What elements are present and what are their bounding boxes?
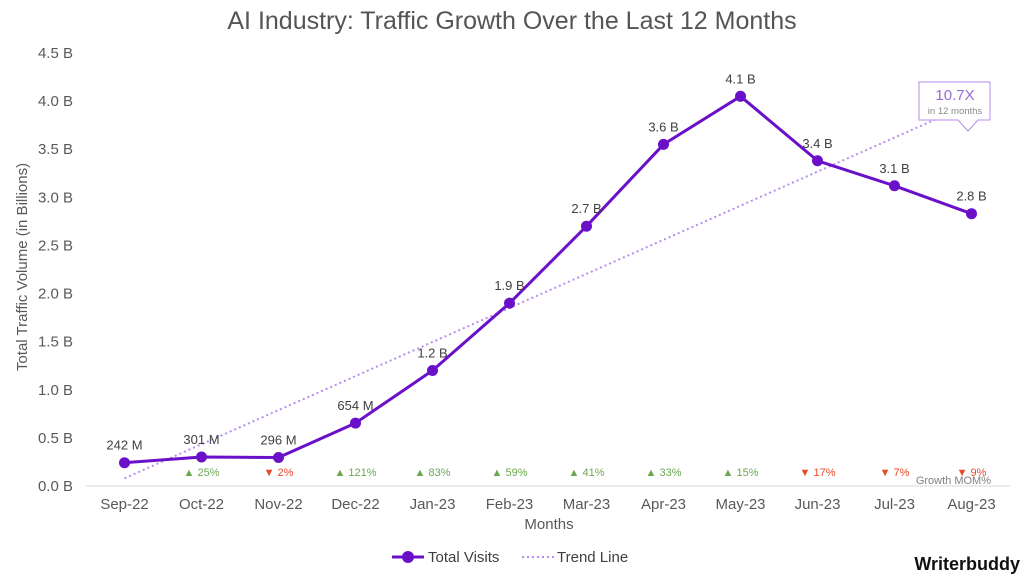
legend-total-visits-label: Total Visits	[428, 549, 499, 566]
y-tick-label: 2.5 B	[38, 237, 73, 254]
callout-text: in 12 months	[928, 106, 983, 117]
data-label: 654 M	[337, 398, 373, 413]
x-tick-label: Sep-22	[100, 496, 148, 513]
trend-line	[124, 107, 960, 480]
y-tick-label: 1.5 B	[38, 334, 73, 351]
growth-mom-layer: ▲ 25% ▼ 2% ▲ 121% ▲ 83% ▲ 59% ▲ 41% ▲ 33% ▲ 15%…	[184, 467, 987, 479]
total-visits-point	[812, 155, 823, 167]
data-label: 4.1 B	[725, 71, 755, 86]
data-labels-layer: 242 M 301 M 296 M 654 M 1.2 B 1.9 B 2.7 B 3.6 B…	[106, 71, 986, 452]
x-tick-label: Oct-22	[179, 496, 224, 513]
total-visits-point	[581, 220, 592, 232]
total-visits-point	[350, 417, 361, 429]
growth-up-label: ▲ 15%	[723, 467, 759, 479]
x-tick-label: Dec-22	[331, 496, 379, 513]
data-label: 3.6 B	[648, 119, 678, 134]
growth-up-label: ▲ 83%	[415, 467, 451, 479]
series-layer	[119, 90, 977, 469]
total-visits-point	[966, 208, 977, 220]
growth-down-label: ▼ 9%	[957, 467, 987, 479]
y-tick-label: 4.5 B	[38, 45, 73, 62]
brand-logo: Writerbuddy	[914, 554, 1020, 574]
growth-up-label: ▲ 59%	[492, 467, 528, 479]
x-axis: Sep-22 Oct-22 Nov-22 Dec-22 Jan-23 Feb-23 Mar-…	[86, 485, 1010, 513]
growth-mom-title: Growth MOM%	[916, 475, 991, 487]
trend-line-layer	[124, 107, 960, 480]
y-tick-label: 3.0 B	[38, 189, 73, 206]
y-tick-label: 2.0 B	[38, 286, 73, 303]
legend-total-visits-marker	[402, 551, 414, 563]
total-visits-point	[735, 90, 746, 102]
y-tick-label: 4.0 B	[38, 93, 73, 110]
trend-callout: 10.7X in 12 months	[918, 81, 991, 132]
total-visits-point	[273, 452, 284, 464]
y-axis-title: Total Traffic Volume (in Billions)	[14, 163, 31, 371]
x-tick-label: Jan-23	[410, 496, 456, 513]
total-visits-point	[658, 138, 669, 150]
y-tick-label: 0.5 B	[38, 430, 73, 447]
y-tick-label: 1.0 B	[38, 382, 73, 399]
total-visits-point	[196, 451, 207, 463]
x-axis-title: Months	[524, 516, 573, 533]
legend-trend-line-label: Trend Line	[557, 549, 628, 566]
total-visits-point	[119, 457, 130, 469]
data-label: 3.4 B	[802, 136, 832, 151]
chart-title: AI Industry: Traffic Growth Over the Las…	[227, 7, 796, 35]
data-label: 3.1 B	[879, 161, 909, 176]
x-tick-label: Feb-23	[486, 496, 534, 513]
data-label: 1.2 B	[417, 346, 447, 361]
y-tick-label: 0.0 B	[38, 478, 73, 495]
growth-down-label: ▼ 2%	[264, 467, 294, 479]
data-label: 1.9 B	[494, 278, 524, 293]
y-tick-label: 3.5 B	[38, 141, 73, 158]
total-visits-point	[889, 180, 900, 192]
legend: Total Visits Trend Line	[392, 549, 628, 566]
x-tick-label: Jul-23	[874, 496, 915, 513]
x-tick-label: Aug-23	[947, 496, 995, 513]
data-label: 296 M	[260, 433, 296, 448]
x-tick-label: May-23	[715, 496, 765, 513]
total-visits-point	[427, 365, 438, 377]
total-visits-point	[504, 297, 515, 309]
growth-down-label: ▼ 7%	[880, 467, 910, 479]
growth-up-label: ▲ 33%	[646, 467, 682, 479]
data-label: 2.7 B	[571, 201, 601, 216]
x-tick-label: Mar-23	[563, 496, 611, 513]
callout-value: 10.7X	[935, 87, 974, 104]
data-label: 301 M	[183, 432, 219, 447]
x-tick-label: Jun-23	[795, 496, 841, 513]
total-visits-line	[124, 94, 973, 465]
growth-down-label: ▼ 17%	[800, 467, 836, 479]
x-tick-label: Nov-22	[254, 496, 302, 513]
x-tick-label: Apr-23	[641, 496, 686, 513]
brand-wordmark: Writerbuddy	[914, 554, 1020, 574]
growth-up-label: ▲ 25%	[184, 467, 220, 479]
growth-up-label: ▲ 121%	[334, 467, 376, 479]
growth-up-label: ▲ 41%	[569, 467, 605, 479]
y-axis: 0.0 B 0.5 B 1.0 B 1.5 B 2.0 B 2.5 B 3.0 B 3.5 B…	[38, 45, 73, 495]
data-label: 242 M	[106, 438, 142, 453]
data-label: 2.8 B	[956, 189, 986, 204]
callout-box	[918, 81, 991, 132]
